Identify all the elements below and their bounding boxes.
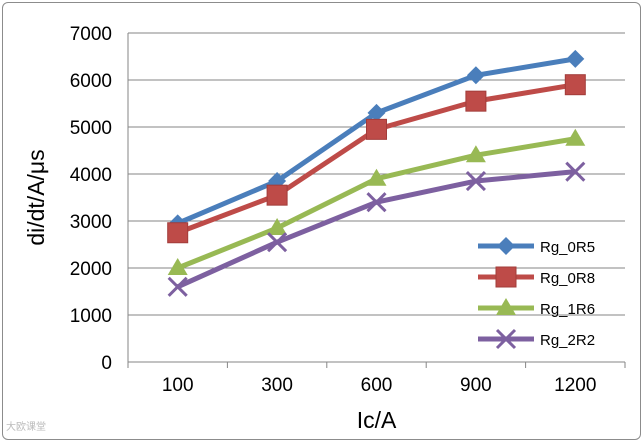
watermark: 大欧课堂 (6, 422, 46, 433)
data-point-Rg_0R5 (367, 103, 386, 122)
legend-marker (495, 266, 517, 288)
y-tick-label: 4000 (70, 165, 112, 186)
legend-marker (495, 328, 517, 350)
data-point-Rg_0R5 (566, 49, 585, 68)
data-point-Rg_2R2 (167, 276, 188, 297)
legend-label: Rg_2R2 (540, 332, 595, 349)
y-tick-label: 3000 (70, 212, 112, 233)
x-axis-title: Ic/A (357, 407, 397, 433)
data-point-Rg_0R8 (167, 222, 189, 244)
data-point-Rg_0R8 (366, 118, 387, 140)
data-point-Rg_2R2 (465, 170, 486, 192)
data-point-Rg_1R6 (167, 258, 188, 275)
series-line-Rg_0R5 (176, 56, 576, 226)
data-point-Rg_2R2 (366, 192, 387, 213)
x-tick-label: 600 (361, 375, 393, 396)
x-tick-label: 300 (261, 375, 293, 396)
y-axis-title: di/dt/A/μs (23, 149, 49, 245)
data-point-Rg_0R8 (465, 90, 487, 112)
data-point-Rg_0R8 (564, 74, 586, 96)
x-tick-label: 900 (460, 375, 492, 396)
data-point-Rg_1R6 (465, 145, 486, 163)
data-point-Rg_0R8 (266, 184, 288, 206)
data-point-Rg_2R2 (267, 232, 288, 253)
data-point-Rg_1R6 (565, 128, 586, 146)
legend-label: Rg_1R6 (540, 301, 595, 318)
data-point-Rg_0R5 (466, 66, 485, 85)
legend-label: Rg_0R8 (540, 270, 595, 287)
data-point-Rg_1R6 (267, 218, 288, 236)
y-tick-label: 5000 (70, 118, 112, 139)
y-tick-label: 0 (101, 353, 112, 374)
legend-marker (496, 298, 516, 315)
legend-label: Rg_0R5 (540, 239, 595, 256)
data-point-Rg_1R6 (366, 168, 387, 186)
x-tick-label: 100 (162, 375, 194, 396)
data-point-Rg_2R2 (565, 161, 586, 182)
y-tick-label: 6000 (70, 71, 112, 92)
x-tick-label: 1200 (554, 375, 596, 396)
legend-marker (497, 237, 515, 255)
y-tick-label: 7000 (70, 24, 112, 45)
y-tick-label: 2000 (70, 259, 112, 280)
y-tick-label: 1000 (70, 306, 112, 327)
